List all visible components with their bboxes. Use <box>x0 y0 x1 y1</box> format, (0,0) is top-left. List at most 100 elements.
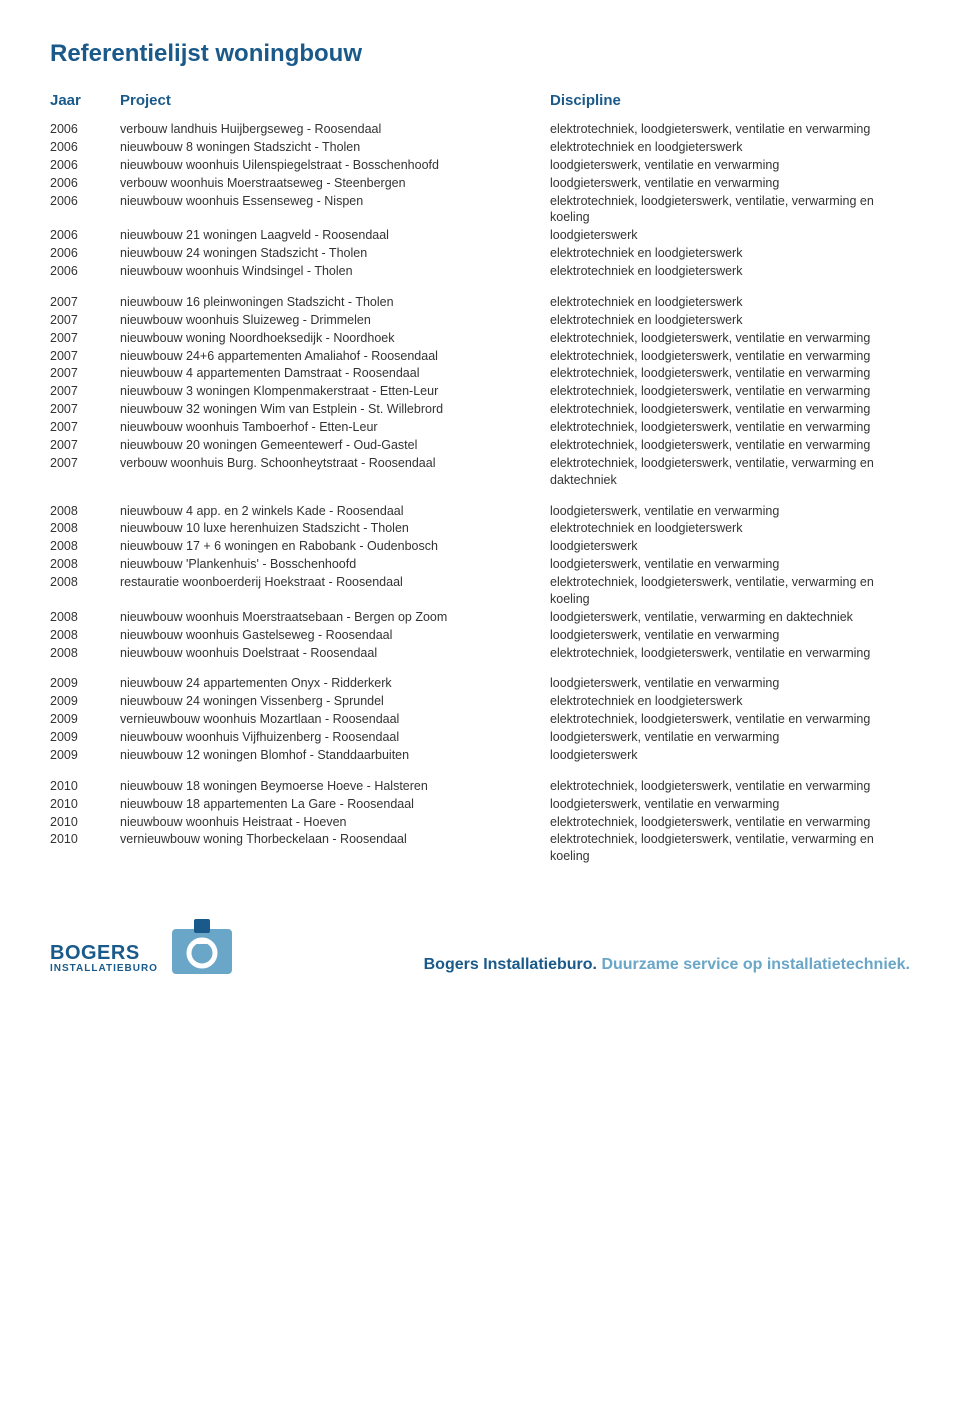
cell-discipline: elektrotechniek en loodgieterswerk <box>550 139 910 156</box>
cell-year: 2010 <box>50 814 120 831</box>
cell-discipline: elektrotechniek, loodgieterswerk, ventil… <box>550 574 910 608</box>
table-body: 2006verbouw landhuis Huijbergseweg - Roo… <box>50 121 910 865</box>
cell-discipline: elektrotechniek, loodgieterswerk, ventil… <box>550 814 910 831</box>
cell-discipline: elektrotechniek, loodgieterswerk, ventil… <box>550 419 910 436</box>
table-row: 2007nieuwbouw woonhuis Tamboerhof - Ette… <box>50 419 910 436</box>
cell-year: 2006 <box>50 139 120 156</box>
cell-year: 2006 <box>50 245 120 262</box>
cell-year: 2007 <box>50 348 120 365</box>
cell-discipline: elektrotechniek, loodgieterswerk, ventil… <box>550 365 910 382</box>
cell-project: nieuwbouw woonhuis Sluizeweg - Drimmelen <box>120 312 550 329</box>
cell-project: nieuwbouw 24 appartementen Onyx - Ridder… <box>120 675 550 692</box>
cell-project: nieuwbouw 'Plankenhuis' - Bosschenhoofd <box>120 556 550 573</box>
cell-project: nieuwbouw 12 woningen Blomhof - Standdaa… <box>120 747 550 764</box>
cell-year: 2007 <box>50 294 120 311</box>
page-title: Referentielijst woningbouw <box>50 40 910 68</box>
table-row: 2007nieuwbouw 16 pleinwoningen Stadszich… <box>50 294 910 311</box>
cell-discipline: loodgieterswerk, ventilatie en verwarmin… <box>550 729 910 746</box>
cell-year: 2006 <box>50 121 120 138</box>
header-year: Jaar <box>50 92 120 109</box>
cell-project: nieuwbouw 8 woningen Stadszicht - Tholen <box>120 139 550 156</box>
cell-discipline: elektrotechniek en loodgieterswerk <box>550 312 910 329</box>
table-row: 2008restauratie woonboerderij Hoekstraat… <box>50 574 910 608</box>
table-row: 2009nieuwbouw 12 woningen Blomhof - Stan… <box>50 747 910 764</box>
cell-year: 2007 <box>50 383 120 400</box>
cell-year: 2006 <box>50 227 120 244</box>
year-group: 2006verbouw landhuis Huijbergseweg - Roo… <box>50 121 910 280</box>
cell-year: 2006 <box>50 193 120 227</box>
cell-year: 2010 <box>50 778 120 795</box>
table-row: 2008nieuwbouw woonhuis Gastelseweg - Roo… <box>50 627 910 644</box>
table-row: 2006verbouw woonhuis Moerstraatseweg - S… <box>50 175 910 192</box>
cell-year: 2008 <box>50 627 120 644</box>
year-group: 2010nieuwbouw 18 woningen Beymoerse Hoev… <box>50 778 910 865</box>
cell-discipline: elektrotechniek en loodgieterswerk <box>550 245 910 262</box>
logo-text-block: BOGERS INSTALLATIEBURO <box>50 944 158 974</box>
table-row: 2008nieuwbouw 4 app. en 2 winkels Kade -… <box>50 503 910 520</box>
cell-year: 2009 <box>50 729 120 746</box>
cell-discipline: loodgieterswerk, ventilatie en verwarmin… <box>550 796 910 813</box>
logo: BOGERS INSTALLATIEBURO <box>50 919 232 974</box>
cell-discipline: elektrotechniek, loodgieterswerk, ventil… <box>550 348 910 365</box>
table-row: 2007nieuwbouw 24+6 appartementen Amaliah… <box>50 348 910 365</box>
tagline-part1: Bogers Installatieburo. <box>424 956 602 973</box>
tagline-part2: Duurzame service op installatietechniek. <box>601 956 910 973</box>
footer: BOGERS INSTALLATIEBURO Bogers Installati… <box>0 909 960 994</box>
table-row: 2006nieuwbouw woonhuis Essenseweg - Nisp… <box>50 193 910 227</box>
cell-discipline: elektrotechniek, loodgieterswerk, ventil… <box>550 778 910 795</box>
cell-project: nieuwbouw 18 woningen Beymoerse Hoeve - … <box>120 778 550 795</box>
cell-project: nieuwbouw 21 woningen Laagveld - Roosend… <box>120 227 550 244</box>
cell-discipline: loodgieterswerk, ventilatie en verwarmin… <box>550 627 910 644</box>
cell-year: 2007 <box>50 419 120 436</box>
table-row: 2009nieuwbouw woonhuis Vijfhuizenberg - … <box>50 729 910 746</box>
cell-project: nieuwbouw 4 appartementen Damstraat - Ro… <box>120 365 550 382</box>
cell-year: 2009 <box>50 711 120 728</box>
cell-year: 2006 <box>50 175 120 192</box>
cell-discipline: elektrotechniek en loodgieterswerk <box>550 520 910 537</box>
logo-icon <box>172 919 232 974</box>
cell-project: nieuwbouw woonhuis Essenseweg - Nispen <box>120 193 550 227</box>
cell-project: nieuwbouw 16 pleinwoningen Stadszicht - … <box>120 294 550 311</box>
cell-discipline: loodgieterswerk, ventilatie en verwarmin… <box>550 556 910 573</box>
cell-project: verbouw woonhuis Moerstraatseweg - Steen… <box>120 175 550 192</box>
table-row: 2009nieuwbouw 24 woningen Vissenberg - S… <box>50 693 910 710</box>
table-row: 2008nieuwbouw 10 luxe herenhuizen Stadsz… <box>50 520 910 537</box>
cell-discipline: elektrotechniek, loodgieterswerk, ventil… <box>550 193 910 227</box>
table-row: 2007nieuwbouw woonhuis Sluizeweg - Drimm… <box>50 312 910 329</box>
cell-discipline: elektrotechniek, loodgieterswerk, ventil… <box>550 645 910 662</box>
table-row: 2009vernieuwbouw woonhuis Mozartlaan - R… <box>50 711 910 728</box>
cell-year: 2007 <box>50 401 120 418</box>
cell-project: verbouw landhuis Huijbergseweg - Roosend… <box>120 121 550 138</box>
table-row: 2007nieuwbouw 20 woningen Gemeentewerf -… <box>50 437 910 454</box>
cell-year: 2007 <box>50 330 120 347</box>
table-row: 2007nieuwbouw 4 appartementen Damstraat … <box>50 365 910 382</box>
cell-year: 2008 <box>50 574 120 608</box>
cell-project: nieuwbouw woonhuis Heistraat - Hoeven <box>120 814 550 831</box>
cell-year: 2009 <box>50 747 120 764</box>
header-discipline: Discipline <box>550 92 910 109</box>
table-row: 2010vernieuwbouw woning Thorbeckelaan - … <box>50 831 910 865</box>
cell-year: 2009 <box>50 693 120 710</box>
tagline: Bogers Installatieburo. Duurzame service… <box>424 956 910 974</box>
cell-project: nieuwbouw 4 app. en 2 winkels Kade - Roo… <box>120 503 550 520</box>
cell-project: nieuwbouw woonhuis Tamboerhof - Etten-Le… <box>120 419 550 436</box>
cell-discipline: elektrotechniek, loodgieterswerk, ventil… <box>550 711 910 728</box>
cell-project: nieuwbouw 18 appartementen La Gare - Roo… <box>120 796 550 813</box>
table-row: 2006nieuwbouw woonhuis Uilenspiegelstraa… <box>50 157 910 174</box>
cell-project: nieuwbouw 20 woningen Gemeentewerf - Oud… <box>120 437 550 454</box>
table-row: 2006nieuwbouw 21 woningen Laagveld - Roo… <box>50 227 910 244</box>
cell-discipline: loodgieterswerk, ventilatie, verwarming … <box>550 609 910 626</box>
cell-project: vernieuwbouw woonhuis Mozartlaan - Roose… <box>120 711 550 728</box>
cell-project: vernieuwbouw woning Thorbeckelaan - Roos… <box>120 831 550 865</box>
year-group: 2009nieuwbouw 24 appartementen Onyx - Ri… <box>50 675 910 763</box>
cell-year: 2007 <box>50 437 120 454</box>
table-row: 2010nieuwbouw woonhuis Heistraat - Hoeve… <box>50 814 910 831</box>
cell-discipline: elektrotechniek, loodgieterswerk, ventil… <box>550 437 910 454</box>
cell-discipline: loodgieterswerk <box>550 747 910 764</box>
table-row: 2009nieuwbouw 24 appartementen Onyx - Ri… <box>50 675 910 692</box>
cell-project: nieuwbouw 24 woningen Vissenberg - Sprun… <box>120 693 550 710</box>
cell-discipline: loodgieterswerk <box>550 227 910 244</box>
cell-discipline: elektrotechniek, loodgieterswerk, ventil… <box>550 383 910 400</box>
cell-project: nieuwbouw 32 woningen Wim van Estplein -… <box>120 401 550 418</box>
cell-project: nieuwbouw 10 luxe herenhuizen Stadszicht… <box>120 520 550 537</box>
